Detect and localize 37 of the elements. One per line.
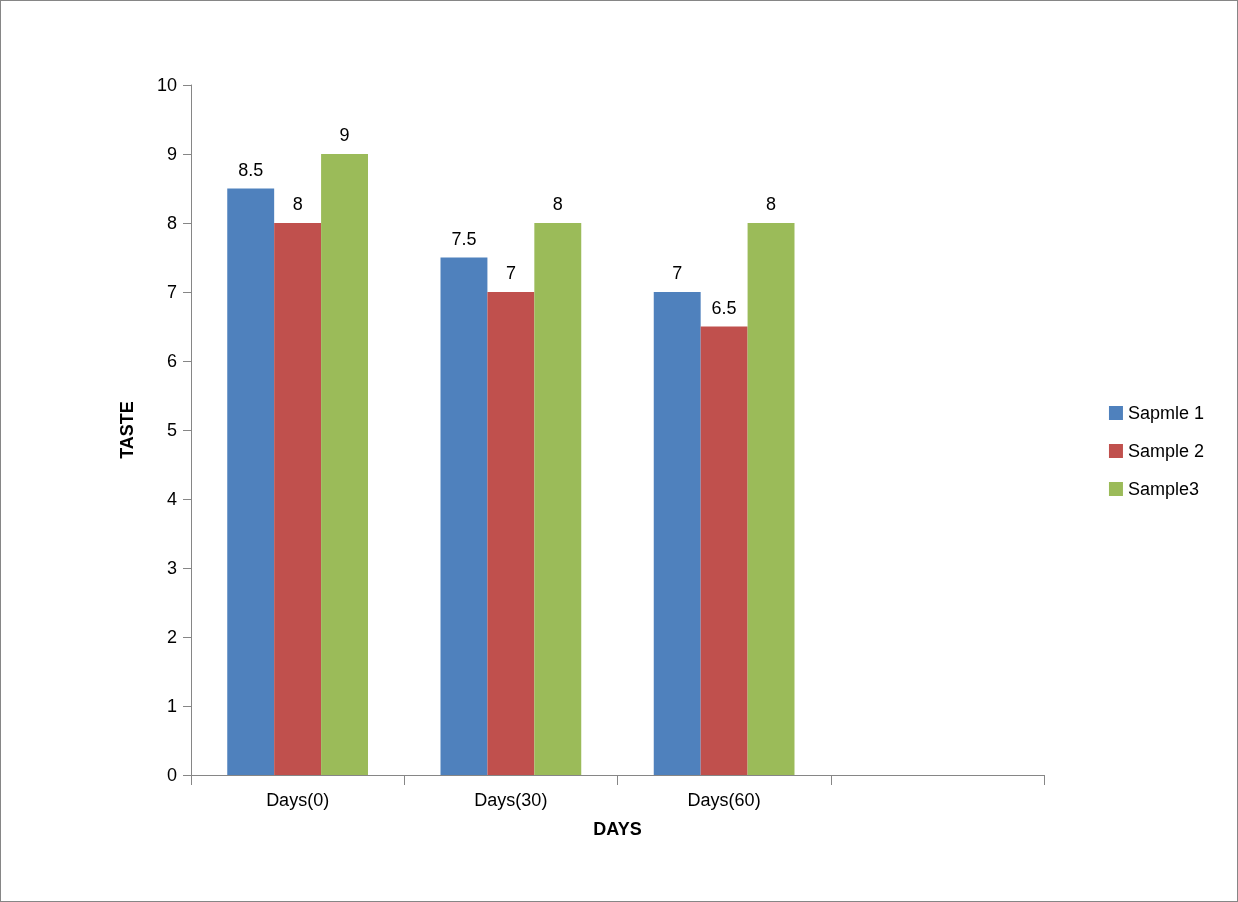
y-tick-label: 5: [166, 420, 177, 440]
y-tick-label: 8: [166, 213, 177, 233]
legend-label: Sapmle 1: [1127, 403, 1204, 423]
bar: [321, 154, 368, 775]
x-tick-label: Days(30): [474, 790, 548, 810]
x-tick-label: Days(60): [687, 790, 761, 810]
x-tick-label: Days(0): [266, 790, 330, 810]
y-tick-label: 7: [166, 282, 177, 302]
data-label: 8: [766, 194, 777, 214]
y-tick-label: 0: [166, 765, 177, 785]
bar: [747, 223, 795, 775]
y-tick-label: 2: [166, 627, 177, 647]
data-label: 7: [505, 263, 516, 283]
data-label: 8: [292, 194, 303, 214]
bar: [440, 257, 488, 775]
data-label: 9: [339, 125, 350, 145]
data-label: 8.5: [238, 159, 264, 180]
data-label: 7.5: [451, 228, 477, 249]
data-label: 8: [552, 194, 563, 214]
legend-label: Sample 2: [1127, 441, 1204, 461]
data-label: 7: [672, 263, 683, 283]
y-tick-label: 4: [166, 489, 177, 509]
bar: [227, 188, 275, 775]
bar: [700, 326, 748, 775]
bar: [274, 223, 322, 775]
y-tick-label: 3: [166, 558, 177, 578]
x-axis-title: DAYS: [593, 819, 642, 839]
y-tick-label: 6: [166, 351, 177, 371]
bar: [487, 292, 535, 775]
data-label: 6.5: [711, 297, 737, 318]
legend-label: Sample3: [1127, 479, 1199, 499]
bar: [653, 292, 701, 775]
y-tick-label: 9: [166, 144, 177, 164]
y-axis-title: TASTE: [117, 401, 137, 459]
y-tick-label: 10: [156, 75, 177, 95]
y-tick-label: 1: [166, 696, 177, 716]
bar: [534, 223, 582, 775]
